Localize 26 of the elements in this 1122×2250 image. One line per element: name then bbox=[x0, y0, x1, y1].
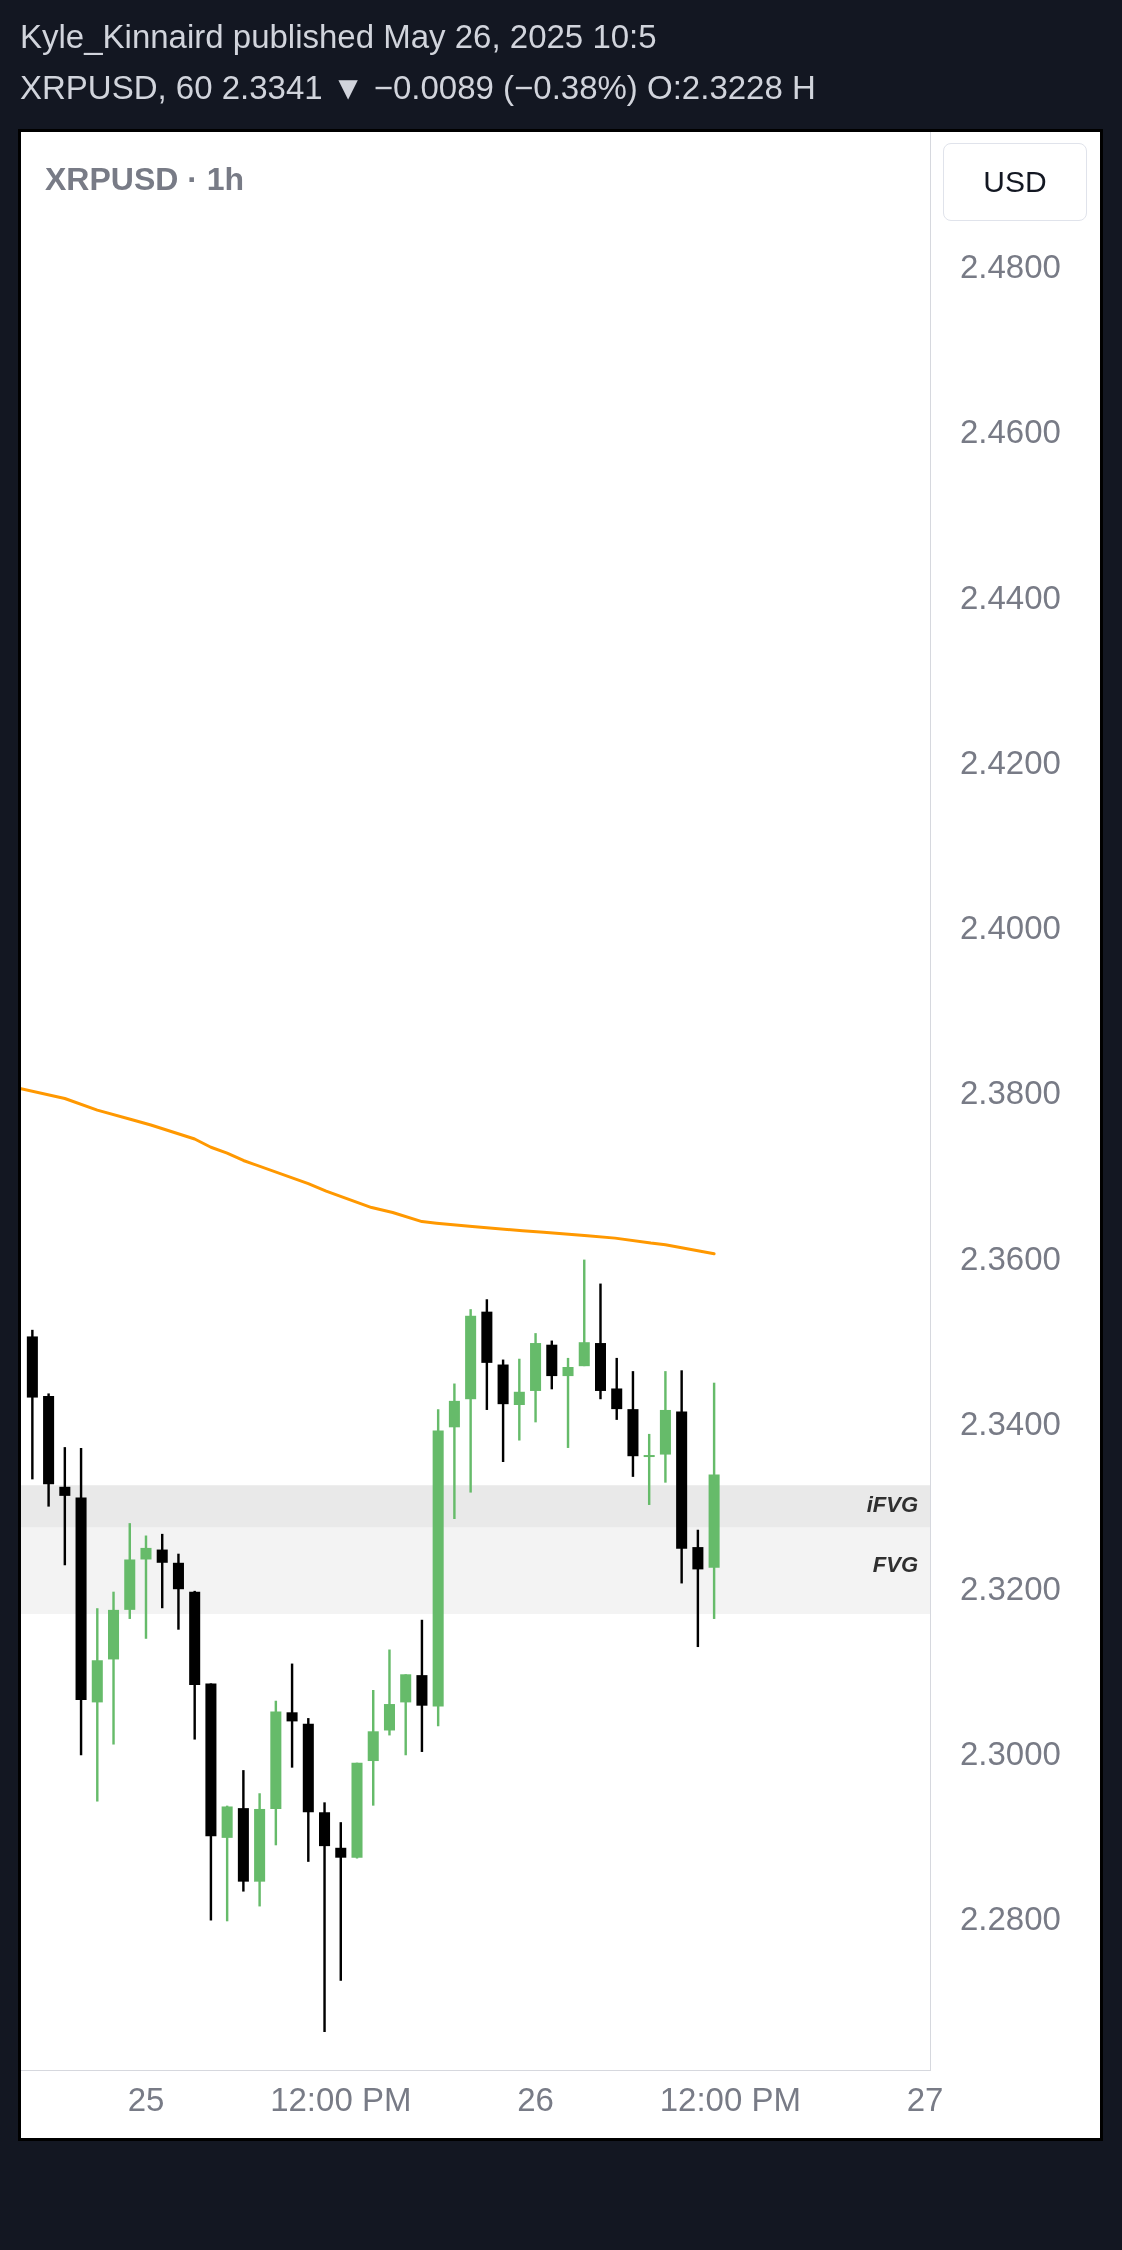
x-tick-label: 25 bbox=[127, 2080, 165, 2118]
candlestick bbox=[319, 1802, 331, 2032]
y-tick-label: 2.4400 bbox=[960, 578, 1061, 616]
y-tick-label: 2.4600 bbox=[960, 413, 1061, 451]
y-tick-label: 2.3400 bbox=[960, 1404, 1061, 1442]
chart-subtitle: XRPUSD, 60 2.3341 ▼ −0.0089 (−0.38%) O:2.3228 H bbox=[20, 68, 816, 108]
y-tick-label: 2.4000 bbox=[960, 909, 1061, 947]
y-tick-label: 2.3000 bbox=[960, 1735, 1061, 1773]
y-axis-title: USD bbox=[943, 143, 1087, 221]
band-label: FVG bbox=[872, 1552, 918, 1578]
y-tick-label: 2.3200 bbox=[960, 1569, 1061, 1607]
candlestick bbox=[448, 1383, 460, 1519]
y-tick-label: 2.4200 bbox=[960, 743, 1061, 781]
x-tick-label: 12:00 PM bbox=[659, 2080, 801, 2118]
x-tick-label: 12:00 PM bbox=[270, 2080, 412, 2118]
text: XRPUSD · 1h bbox=[45, 161, 245, 198]
y-tick-label: 2.2800 bbox=[960, 1900, 1061, 1938]
y-tick-label: 2.3600 bbox=[960, 1239, 1061, 1277]
band-label: iFVG bbox=[866, 1492, 918, 1518]
x-tick-label: 27 bbox=[906, 2080, 944, 2118]
candlestick bbox=[91, 1608, 103, 1802]
x-tick-label: 26 bbox=[517, 2080, 554, 2118]
y-tick-label: 2.3800 bbox=[960, 1074, 1061, 1112]
y-tick-label: 2.4800 bbox=[960, 248, 1061, 286]
candlestick bbox=[513, 1358, 525, 1441]
text: Kyle_Kinnaird published May 26, 2025 10:5 bbox=[20, 17, 658, 57]
